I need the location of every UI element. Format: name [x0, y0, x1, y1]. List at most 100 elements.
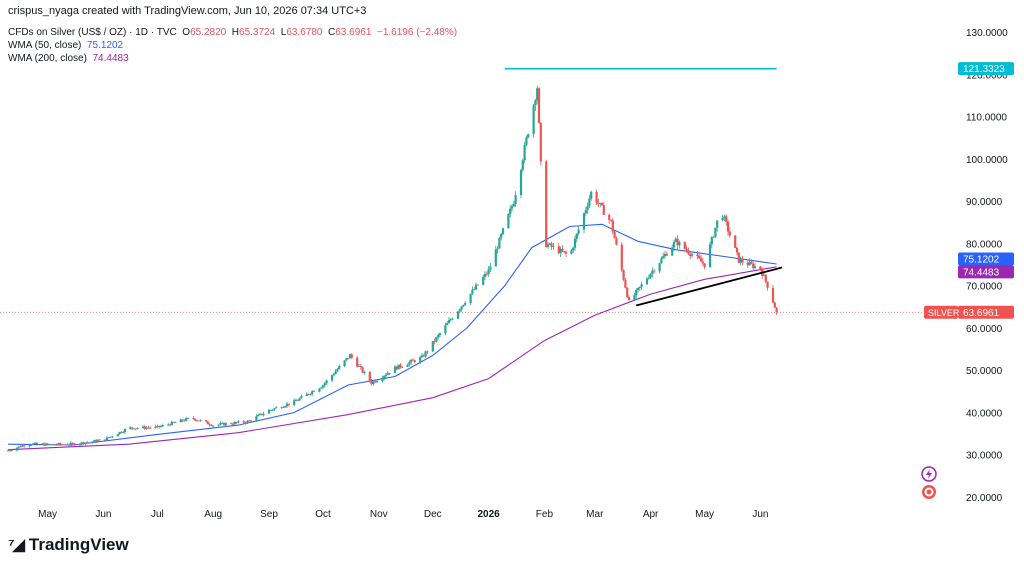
candle-body — [30, 444, 33, 446]
candle-body — [640, 284, 643, 287]
candle-body — [489, 266, 492, 270]
candle-body — [649, 273, 652, 278]
candle-body — [98, 439, 101, 441]
candle-body — [221, 422, 224, 424]
candle-body — [701, 261, 704, 264]
x-tick-label: Nov — [370, 509, 388, 520]
candle-body — [386, 373, 389, 375]
candle — [296, 399, 299, 402]
candle — [271, 409, 274, 411]
trendline-line[interactable] — [635, 266, 783, 307]
legend-wma50-row[interactable]: WMA (50, close) 75.1202 — [8, 39, 457, 52]
candle-body — [71, 442, 74, 444]
wma50-label[interactable]: 75.1202 — [958, 252, 1014, 266]
candle-body — [633, 295, 636, 301]
candle — [370, 379, 373, 386]
candle-body — [660, 258, 663, 264]
candle — [282, 405, 285, 409]
candle — [10, 448, 13, 452]
legend-symbol[interactable]: CFDs on Silver (US$ / OZ) · 1D · TVC — [8, 27, 177, 38]
candle-body — [356, 357, 359, 367]
candle-body — [708, 244, 712, 268]
resistance-label[interactable]: 121.3323 — [958, 62, 1014, 76]
candle-body — [42, 443, 46, 446]
candle — [750, 259, 753, 265]
candle-body — [613, 231, 616, 239]
candle-body — [168, 424, 172, 426]
candle-body — [143, 426, 146, 429]
wma200-line — [7, 266, 777, 451]
candle-body — [6, 450, 10, 452]
candle — [172, 421, 175, 423]
candle-body — [494, 249, 497, 267]
candle-body — [482, 276, 485, 285]
candle-body — [575, 233, 578, 239]
candle-body — [545, 161, 548, 248]
candle-body — [174, 422, 177, 424]
candle-body — [411, 359, 415, 361]
candle — [413, 359, 416, 364]
legend-wma200-row[interactable]: WMA (200, close) 74.4483 — [8, 52, 457, 65]
candle-body — [635, 289, 638, 296]
candle — [766, 281, 769, 291]
candle-body — [204, 420, 208, 422]
candle-body — [458, 309, 461, 312]
candle — [500, 232, 503, 241]
candle-body — [17, 446, 20, 448]
legend-low: 63.6780 — [286, 27, 323, 38]
candle — [599, 202, 602, 208]
candle — [678, 240, 681, 249]
candle — [147, 425, 150, 430]
candle-body — [44, 443, 47, 446]
candle-body — [96, 440, 100, 442]
candle-body — [703, 263, 706, 268]
candle-body — [293, 400, 296, 405]
candle-body — [662, 256, 665, 259]
x-tick-label: Apr — [643, 509, 659, 520]
candle — [710, 236, 713, 249]
candle — [507, 213, 510, 229]
candle-body — [248, 420, 251, 422]
candle-body — [446, 323, 449, 326]
candle — [41, 443, 44, 445]
candle-body — [408, 362, 411, 365]
candle — [615, 236, 618, 246]
candle — [671, 244, 674, 257]
candle — [586, 202, 589, 215]
candle — [294, 398, 298, 401]
candle-body — [395, 366, 398, 370]
candle — [645, 276, 649, 286]
candle — [397, 364, 400, 370]
candle — [381, 375, 384, 383]
tradingview-logo[interactable]: ⁷◢ TradingView — [8, 535, 129, 555]
candle — [95, 438, 98, 444]
candle — [399, 363, 402, 369]
candle — [696, 251, 699, 260]
candle-body — [685, 248, 688, 251]
candle — [287, 403, 290, 407]
candle-body — [244, 422, 247, 424]
candle-body — [197, 420, 200, 422]
candle — [570, 249, 573, 255]
candle-body — [548, 243, 551, 245]
candle — [320, 386, 323, 389]
candle — [446, 321, 449, 326]
candle-body — [154, 426, 157, 428]
candle-body — [237, 421, 240, 423]
candle — [626, 287, 629, 299]
wma200-label[interactable]: 74.4483 — [958, 265, 1014, 279]
candle — [739, 256, 742, 266]
candle-body — [311, 391, 314, 394]
candle-body — [222, 422, 226, 426]
indicator-flash-icon[interactable] — [921, 466, 937, 482]
candle-body — [66, 444, 69, 446]
candle — [204, 419, 208, 423]
candle-body — [665, 254, 668, 256]
x-tick-label: Dec — [424, 509, 442, 520]
candle-body — [741, 259, 744, 263]
candle — [212, 425, 215, 428]
flag-us-icon[interactable] — [922, 485, 936, 499]
wma50-label-text: 75.1202 — [963, 254, 1000, 265]
